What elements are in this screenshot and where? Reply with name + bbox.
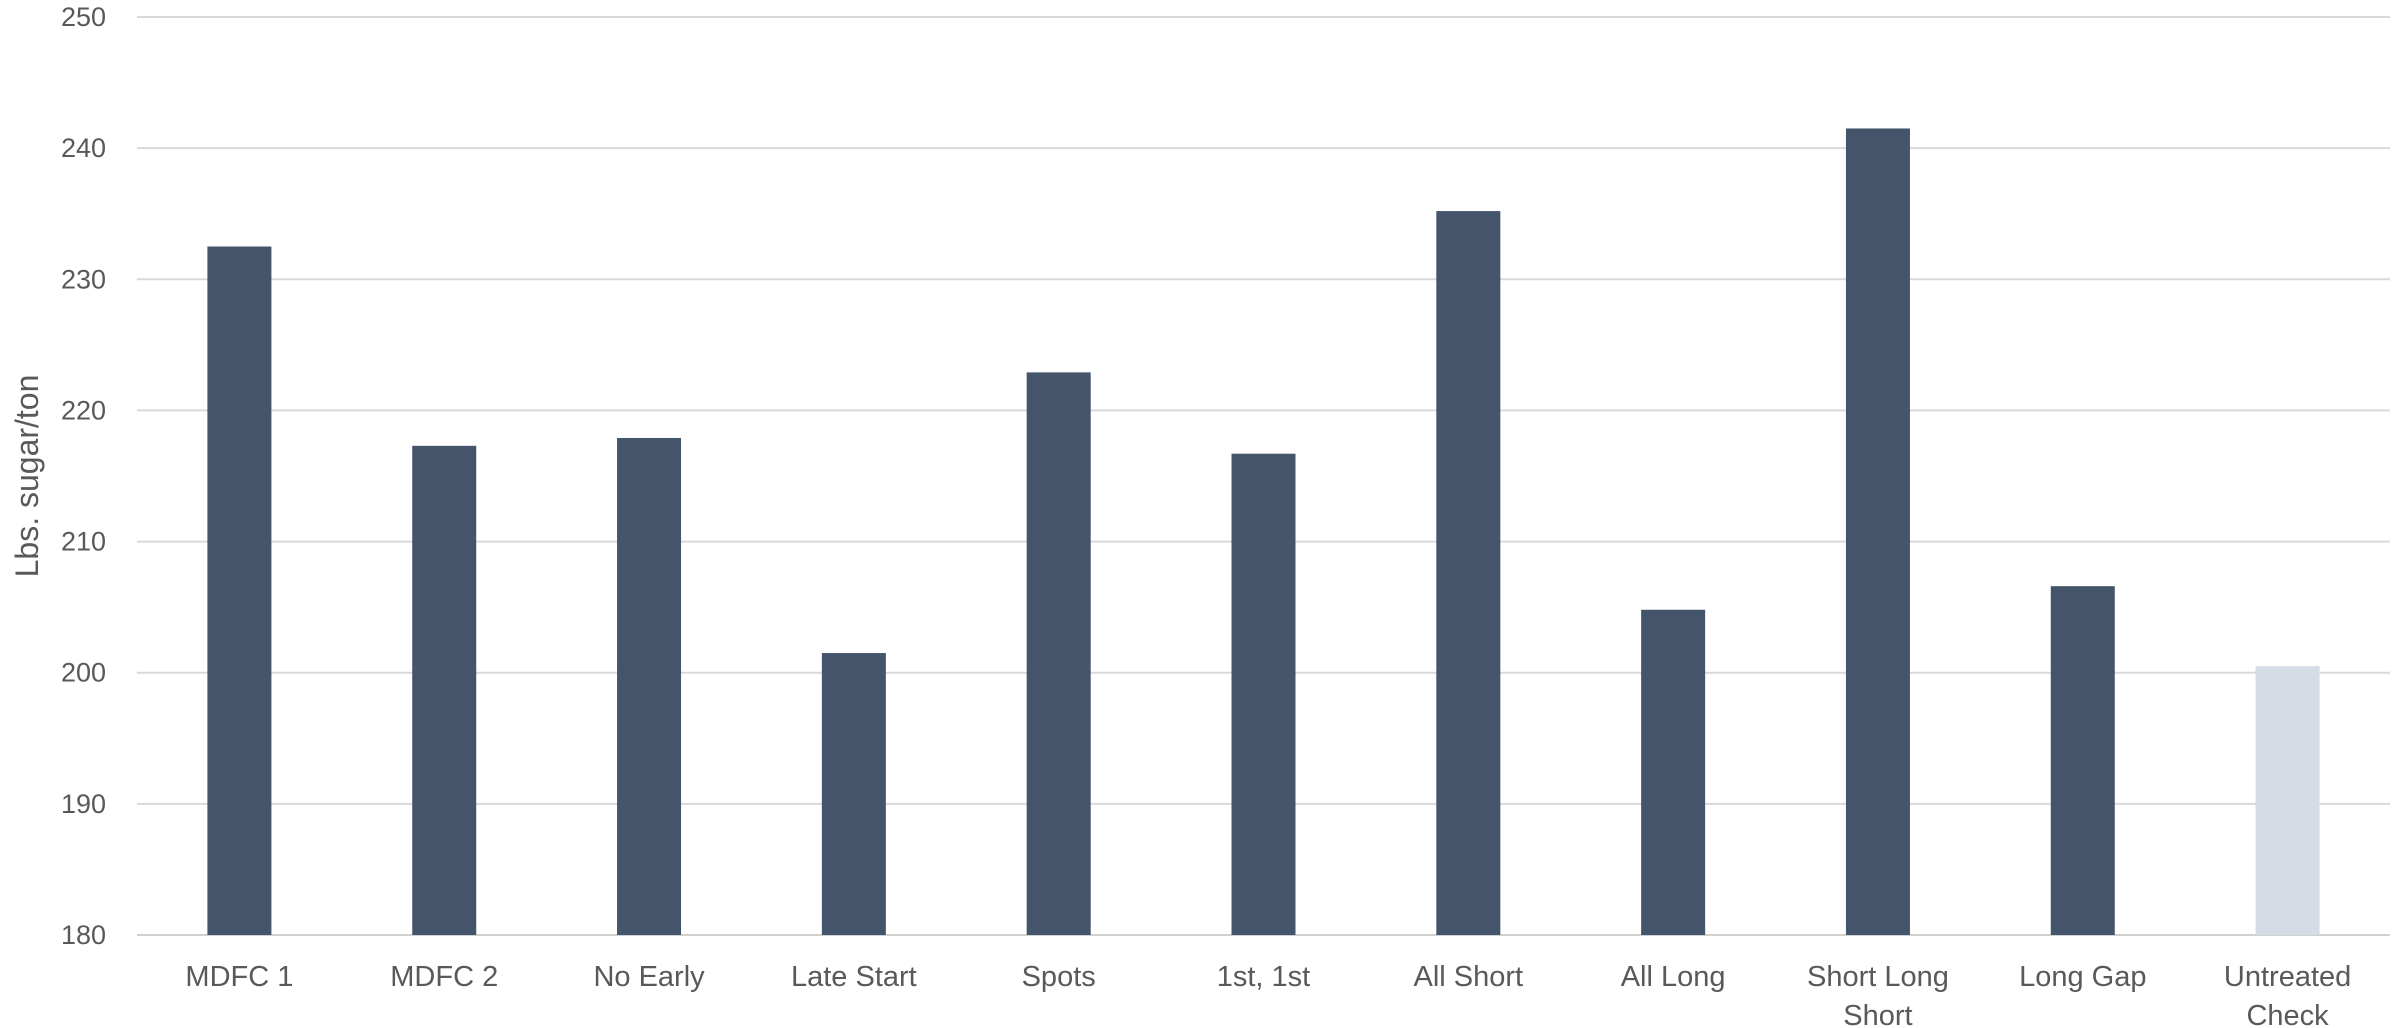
y-axis-ticks: 180 190 200 210 220 230 240 250 bbox=[61, 2, 106, 950]
bar bbox=[617, 437, 682, 935]
x-tick-label: Untreated Check bbox=[2224, 961, 2351, 1028]
x-tick-label: MDFC 1 bbox=[185, 961, 293, 993]
bar bbox=[1231, 453, 1296, 935]
y-tick-label: 240 bbox=[61, 133, 106, 163]
bar bbox=[1641, 609, 1706, 935]
bar bbox=[2050, 586, 2115, 935]
bar bbox=[2255, 666, 2320, 935]
x-tick-label: Short Long Short bbox=[1807, 961, 1949, 1028]
y-tick-label: 190 bbox=[61, 789, 106, 819]
y-tick-label: 220 bbox=[61, 395, 106, 425]
y-tick-label: 200 bbox=[61, 658, 106, 688]
bar bbox=[1026, 372, 1091, 935]
x-tick-label: All Long bbox=[1621, 961, 1726, 993]
x-tick-label: All Short bbox=[1414, 961, 1524, 993]
y-tick-label: 180 bbox=[61, 920, 106, 950]
y-tick-label: 230 bbox=[61, 264, 106, 294]
x-axis-labels: MDFC 1 MDFC 2 No Early Late Start Spots 1st, … bbox=[185, 961, 2351, 1028]
y-tick-label: 250 bbox=[61, 2, 106, 32]
x-tick-label: MDFC 2 bbox=[390, 961, 498, 993]
x-tick-label: Spots bbox=[1022, 961, 1096, 993]
bar bbox=[412, 445, 477, 935]
x-tick-label: Long Gap bbox=[2019, 961, 2146, 993]
bar bbox=[1436, 211, 1501, 935]
y-tick-label: 210 bbox=[61, 527, 106, 557]
bar bbox=[821, 653, 886, 935]
bar bbox=[1845, 128, 1910, 935]
bar bbox=[207, 246, 272, 935]
x-tick-label: No Early bbox=[593, 961, 705, 993]
x-tick-label: 1st, 1st bbox=[1217, 961, 1311, 993]
y-axis-title: Lbs. sugar/ton bbox=[9, 375, 45, 578]
bars bbox=[207, 128, 2320, 935]
x-tick-label: Late Start bbox=[791, 961, 917, 993]
